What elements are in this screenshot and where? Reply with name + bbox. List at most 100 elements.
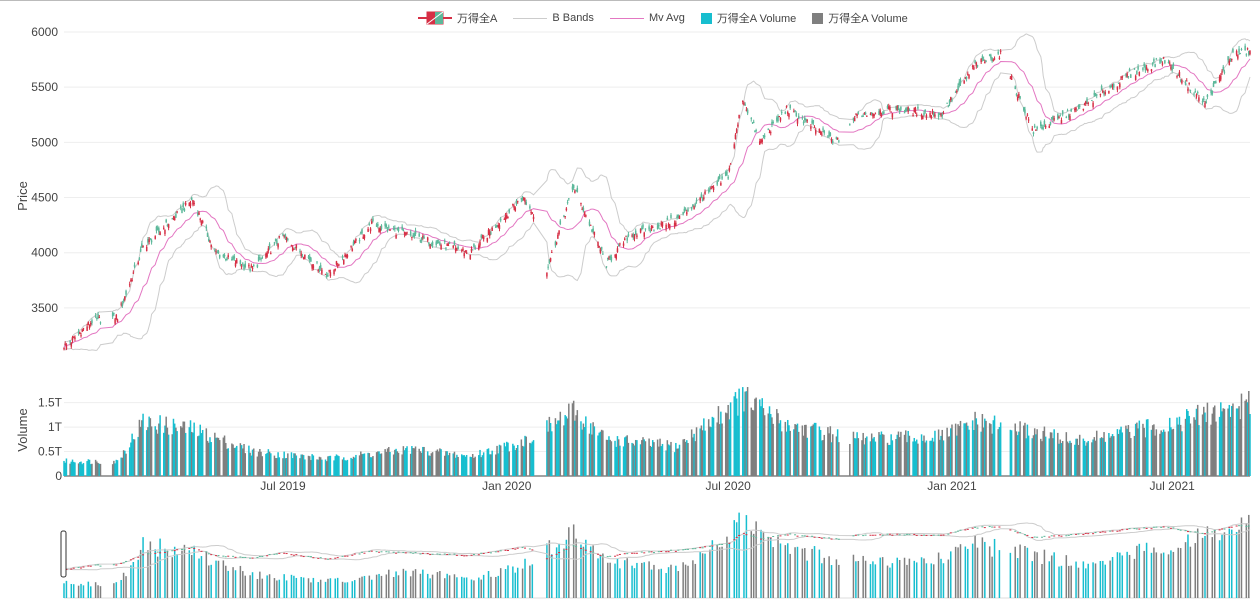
volume-bar [1215, 421, 1217, 476]
candle-body [486, 237, 489, 242]
candle-body [223, 254, 226, 257]
volume-bar [903, 434, 906, 476]
slider-volume-bar [580, 544, 582, 598]
volume-bar [1068, 443, 1070, 476]
volume-bar [401, 454, 403, 476]
candle-body [624, 238, 626, 241]
volume-bar [751, 409, 754, 476]
volume-bar [86, 461, 88, 476]
slider-volume-bar [120, 579, 122, 598]
slider-volume-bar [1102, 560, 1104, 598]
volume-bar [197, 436, 199, 476]
slider-volume-bar [631, 565, 633, 598]
volume-bar [624, 437, 626, 476]
slider-candle [251, 557, 254, 559]
range-slider[interactable] [60, 512, 1251, 599]
candle-body [683, 208, 686, 212]
slider-volume-bar [964, 546, 967, 598]
candle-body [523, 197, 525, 201]
volume-bar [555, 424, 558, 476]
candle-body [864, 112, 867, 114]
candle-body [1193, 93, 1195, 95]
slider-volume-bar [392, 576, 395, 598]
volume-bar [183, 421, 186, 476]
candle-body [470, 249, 473, 252]
volume-bar [1188, 415, 1190, 476]
slider-candle [295, 554, 298, 556]
slider-volume-bar [198, 558, 200, 598]
candle-body [576, 187, 579, 193]
legend-item-vol-up[interactable]: 万得全A Volume [700, 10, 796, 26]
volume-bar [96, 461, 98, 476]
top-border [0, 0, 1260, 5]
slider-volume-bar [1235, 531, 1238, 598]
legend-item-bbands[interactable]: B Bands [513, 12, 594, 24]
legend-item-mvavg[interactable]: Mv Avg [609, 12, 685, 24]
volume-bar [412, 448, 414, 476]
candle-body [353, 240, 356, 244]
volume-bar [771, 417, 773, 476]
candle-body [992, 59, 995, 61]
volume-bar [1134, 423, 1137, 476]
candle-body [1188, 82, 1190, 85]
slider-volume-bar [1206, 526, 1209, 598]
slider-volume-bar [838, 564, 840, 598]
volume-bar [1109, 437, 1111, 476]
candle-body [795, 113, 798, 116]
volume-bar [857, 438, 860, 476]
candle-body [283, 235, 285, 237]
slider-volume-bar [555, 547, 558, 598]
volume-bar [232, 444, 234, 476]
volume-bar [344, 460, 346, 476]
legend-item-vol-down[interactable]: 万得全A Volume [812, 10, 908, 26]
volume-bar [802, 435, 805, 476]
volume-bar [711, 416, 714, 476]
volume-bar [473, 458, 475, 476]
volume-bar [759, 399, 761, 476]
volume-bar [1153, 424, 1155, 476]
candle-body [797, 115, 800, 119]
candle-body [920, 114, 923, 118]
slider-volume-bar [796, 546, 799, 598]
candle-body [148, 239, 150, 243]
slider-candle [351, 554, 354, 556]
slider-volume-bar [940, 558, 942, 598]
slider-candle [733, 539, 736, 541]
candle-body [721, 176, 723, 179]
slider-candle [548, 556, 551, 558]
volume-bar [1136, 422, 1138, 476]
volume-bar [862, 432, 864, 476]
volume-bar [1033, 428, 1036, 476]
slider-left-handle[interactable] [60, 530, 67, 578]
candle-body [801, 117, 804, 119]
candle-body [565, 208, 568, 211]
candle-body [677, 214, 680, 218]
candle-body [832, 140, 834, 144]
slider-candle [149, 553, 152, 555]
slider-volume-bar [1092, 562, 1094, 598]
candle-body [1172, 63, 1175, 67]
slider-volume-bar [762, 531, 765, 598]
slider-candle [70, 568, 73, 570]
volume-bar [934, 430, 936, 476]
volume-bar [1104, 441, 1106, 476]
volume-bar [838, 442, 840, 476]
legend-item-candle[interactable]: 万得全A [418, 10, 497, 26]
volume-bar [581, 429, 583, 476]
volume-bar [1061, 441, 1064, 476]
slider-candle [1023, 534, 1026, 536]
volume-bar [778, 423, 780, 476]
volume-bar [1164, 431, 1166, 476]
volume-bar [546, 420, 548, 476]
slider-volume-bar [495, 576, 497, 598]
volume-bar [457, 456, 459, 476]
slider-volume-bar [72, 584, 75, 598]
candle-body [948, 100, 951, 104]
candle-body [551, 251, 553, 253]
volume-bar [829, 426, 832, 476]
candle-body [1061, 110, 1064, 115]
candle-body [452, 245, 455, 248]
slider-candle [232, 555, 235, 557]
candle-body [883, 111, 885, 114]
slider-volume-bar [256, 578, 259, 598]
